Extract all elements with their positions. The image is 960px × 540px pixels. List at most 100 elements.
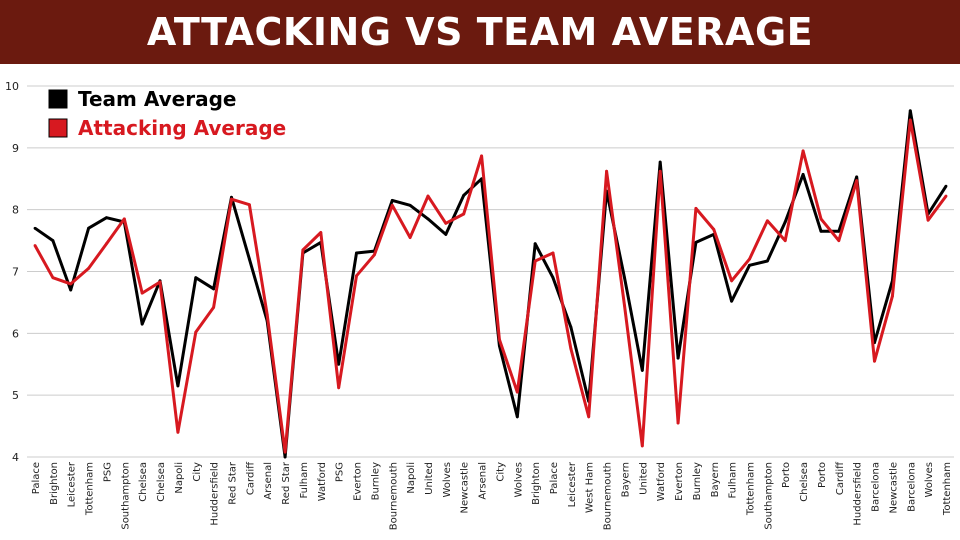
attacking-average-point	[569, 347, 573, 351]
team-average-point	[569, 325, 573, 329]
x-tick-label: Leicester	[67, 461, 78, 507]
x-tick-label: Red Star	[281, 461, 292, 505]
x-tick-label: Burnley	[692, 462, 703, 500]
x-tick-label: Brighton	[49, 462, 60, 505]
team-average-point	[783, 220, 787, 224]
team-average-point	[765, 259, 769, 263]
attacking-average-point	[462, 212, 466, 216]
attacking-average-point	[194, 330, 198, 334]
legend-swatch-attacking	[48, 118, 68, 138]
x-tick-label: Wolves	[442, 462, 453, 497]
x-tick-label: Wolves	[924, 462, 935, 497]
team-average-line	[34, 109, 948, 459]
attacking-average-point	[69, 282, 73, 286]
team-average-point	[676, 356, 680, 360]
attacking-average-point	[873, 359, 876, 363]
team-average-point	[694, 241, 698, 244]
team-average-point	[33, 226, 37, 230]
x-tick-label: Napoli	[406, 462, 417, 494]
x-tick-label: Bayern	[710, 462, 721, 497]
team-average-point	[551, 276, 555, 280]
x-tick-label: West Ham	[585, 462, 596, 513]
x-tick-label: Chelsea	[138, 462, 149, 502]
attacking-average-point	[33, 244, 37, 247]
x-tick-label: Napoli	[174, 462, 185, 494]
x-tick-label: City	[192, 462, 203, 482]
x-tick-label: Porto	[817, 462, 828, 488]
x-tick-label: Newcastle	[460, 462, 471, 514]
attacking-average-point	[337, 386, 341, 390]
y-tick-label: 9	[12, 142, 19, 155]
x-tick-label: Barcelona	[906, 462, 917, 512]
attacking-average-point	[408, 236, 412, 239]
x-tick-label: Chelsea	[156, 462, 167, 502]
x-tick-label: Red Star	[227, 461, 238, 505]
team-average-point	[426, 217, 430, 221]
attacking-average-point	[105, 242, 108, 246]
team-average-point	[908, 109, 912, 113]
title-bar: ATTACKING VS TEAM AVERAGE	[0, 0, 960, 64]
attacking-average-point	[658, 169, 662, 173]
attacking-average-point	[265, 313, 269, 317]
attacking-average-point	[640, 444, 644, 448]
attacking-average-point	[765, 219, 769, 223]
team-average-point	[533, 242, 537, 246]
attacking-average-line	[33, 118, 948, 454]
legend-label-team: Team Average	[78, 87, 236, 111]
team-average-point	[819, 229, 823, 233]
x-tick-label: Huddersfield	[853, 462, 864, 526]
y-tick-label: 4	[12, 451, 19, 464]
team-average-point	[212, 287, 216, 291]
attacking-average-point	[498, 338, 501, 341]
x-tick-label: Tottenham	[746, 462, 757, 516]
attacking-average-point	[140, 291, 144, 295]
attacking-average-point	[944, 194, 948, 198]
attacking-average-point	[480, 154, 483, 158]
attacking-average-point	[801, 149, 805, 153]
team-average-point	[194, 276, 198, 280]
x-tick-label: Huddersfield	[210, 462, 221, 526]
attacking-average-point	[515, 390, 519, 394]
legend-swatch-team	[48, 89, 68, 109]
team-average-point	[355, 251, 358, 255]
attacking-average-point	[676, 421, 680, 425]
attacking-average-point	[730, 279, 734, 283]
attacking-average-point	[247, 203, 251, 207]
team-average-point	[390, 198, 394, 202]
attacking-average-point	[623, 304, 626, 307]
x-tick-label: Arsenal	[478, 462, 489, 500]
x-tick-label: Everton	[353, 462, 364, 501]
attacking-average-point	[444, 221, 448, 225]
team-average-point	[515, 415, 519, 419]
team-average-point	[283, 455, 287, 459]
attacking-average-point	[122, 217, 126, 221]
team-average-point	[855, 175, 859, 179]
x-tick-label: Cardiff	[835, 461, 846, 495]
team-average-point	[462, 194, 466, 197]
team-average-point	[51, 239, 55, 242]
attacking-average-point	[694, 207, 698, 210]
team-average-point	[658, 160, 662, 164]
team-average-point	[444, 233, 448, 236]
x-tick-label: Burnley	[370, 462, 381, 500]
attacking-average-point	[605, 169, 609, 173]
attacking-average-point	[908, 118, 912, 122]
attacking-average-point	[551, 251, 555, 255]
attacking-average-point	[819, 217, 823, 221]
x-tick-label: Arsenal	[263, 462, 274, 500]
x-tick-label: Porto	[781, 462, 792, 488]
attacking-average-point	[855, 179, 859, 183]
attacking-average-point	[158, 280, 162, 284]
x-tick-label: United	[638, 462, 649, 495]
y-tick-label: 8	[12, 204, 19, 217]
attacking-average-point	[837, 239, 841, 242]
attacking-average-point	[87, 267, 90, 270]
team-average-point	[337, 362, 341, 366]
x-tick-label: United	[424, 462, 435, 495]
x-tick-label: Tottenham	[942, 462, 953, 516]
team-average-point	[140, 322, 144, 326]
x-tick-label: PSG	[335, 462, 346, 482]
x-tick-label: Palace	[31, 462, 42, 494]
attacking-average-point	[390, 203, 394, 207]
team-average-point	[748, 263, 751, 267]
